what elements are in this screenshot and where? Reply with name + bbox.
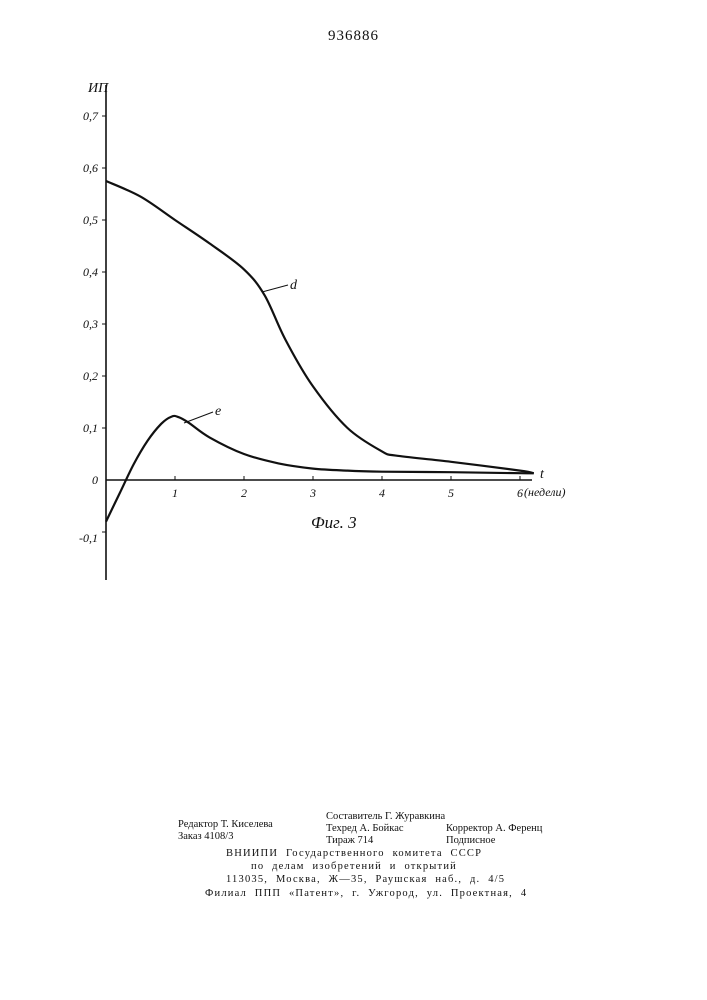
y-tick-group: 0,7 0,6 0,5 0,4 0,3 0,2 0,1 0 -0,1 — [79, 109, 106, 545]
x-axis-label: t — [540, 467, 545, 482]
x-tick-label: 5 — [448, 486, 454, 500]
y-tick-label: 0,4 — [83, 265, 98, 279]
y-tick-label: 0,3 — [83, 317, 98, 331]
y-tick-label: 0,6 — [83, 161, 98, 175]
imprint-branch: Филиал ППП «Патент», г. Ужгород, ул. Про… — [205, 887, 527, 900]
y-tick-label: 0,1 — [83, 421, 98, 435]
series-d-leader — [262, 285, 288, 292]
imprint-org-line3: 113035, Москва, Ж—35, Раушская наб., д. … — [226, 873, 505, 886]
imprint-org-line1: ВНИИПИ Государственного комитета СССР — [226, 847, 482, 860]
chart-figure: 0,70,60,50,40,30,20,10-0,1 123456 de ИП … — [0, 0, 707, 600]
x-tick-label: 2 — [241, 486, 247, 500]
chart-axes — [106, 85, 532, 580]
series-group: de — [106, 181, 534, 522]
y-tick-label: 0 — [92, 473, 98, 487]
y-tick-label: 0,5 — [83, 213, 98, 227]
y-tick-label: -0,1 — [79, 531, 98, 545]
imprint-org-line2: по делам изобретений и открытий — [251, 860, 457, 873]
x-tick-label: 3 — [309, 486, 316, 500]
imprint-subscription: Подписное — [446, 834, 495, 847]
y-tick-label: 0,2 — [83, 369, 98, 383]
x-axis-unit: (недели) — [524, 485, 565, 499]
series-d-line — [106, 181, 534, 473]
imprint-order: Заказ 4108/3 — [178, 830, 233, 843]
y-axis-label: ИП — [87, 81, 109, 96]
x-tick-label: 4 — [379, 486, 385, 500]
series-d-label: d — [290, 278, 298, 293]
imprint-circulation: Тираж 714 — [326, 834, 373, 847]
x-tick-label: 6 — [517, 486, 523, 500]
series-e-leader — [184, 412, 213, 423]
series-e-label: e — [215, 404, 221, 419]
x-tick-label: 1 — [172, 486, 178, 500]
series-e-line — [106, 416, 534, 522]
y-tick-label: 0,7 — [83, 109, 99, 123]
figure-caption: Фиг. 3 — [311, 513, 357, 532]
